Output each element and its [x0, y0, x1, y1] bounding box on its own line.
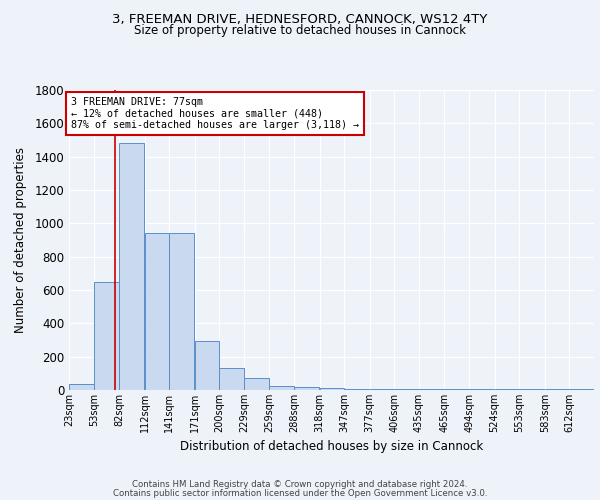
Bar — [69, 384, 94, 390]
Bar — [494, 389, 519, 390]
Bar — [294, 386, 319, 390]
Bar — [145, 234, 169, 390]
Bar — [419, 389, 443, 390]
Bar — [244, 378, 269, 390]
Bar — [469, 389, 494, 390]
Text: Contains HM Land Registry data © Crown copyright and database right 2024.: Contains HM Land Registry data © Crown c… — [132, 480, 468, 489]
Bar — [519, 389, 544, 390]
Text: 3, FREEMAN DRIVE, HEDNESFORD, CANNOCK, WS12 4TY: 3, FREEMAN DRIVE, HEDNESFORD, CANNOCK, W… — [112, 12, 488, 26]
Bar — [320, 388, 344, 390]
Bar — [445, 389, 469, 390]
Bar — [220, 368, 244, 390]
Bar — [394, 389, 419, 390]
Text: Contains public sector information licensed under the Open Government Licence v3: Contains public sector information licen… — [113, 489, 487, 498]
Bar — [195, 341, 220, 390]
Bar — [169, 234, 194, 390]
Bar — [119, 144, 144, 390]
Bar — [269, 386, 294, 390]
X-axis label: Distribution of detached houses by size in Cannock: Distribution of detached houses by size … — [180, 440, 483, 454]
Text: 3 FREEMAN DRIVE: 77sqm
← 12% of detached houses are smaller (448)
87% of semi-de: 3 FREEMAN DRIVE: 77sqm ← 12% of detached… — [71, 96, 359, 130]
Bar — [545, 389, 569, 390]
Bar — [569, 389, 594, 390]
Bar — [370, 389, 394, 390]
Bar — [94, 282, 119, 390]
Y-axis label: Number of detached properties: Number of detached properties — [14, 147, 28, 333]
Bar — [344, 389, 369, 390]
Text: Size of property relative to detached houses in Cannock: Size of property relative to detached ho… — [134, 24, 466, 37]
